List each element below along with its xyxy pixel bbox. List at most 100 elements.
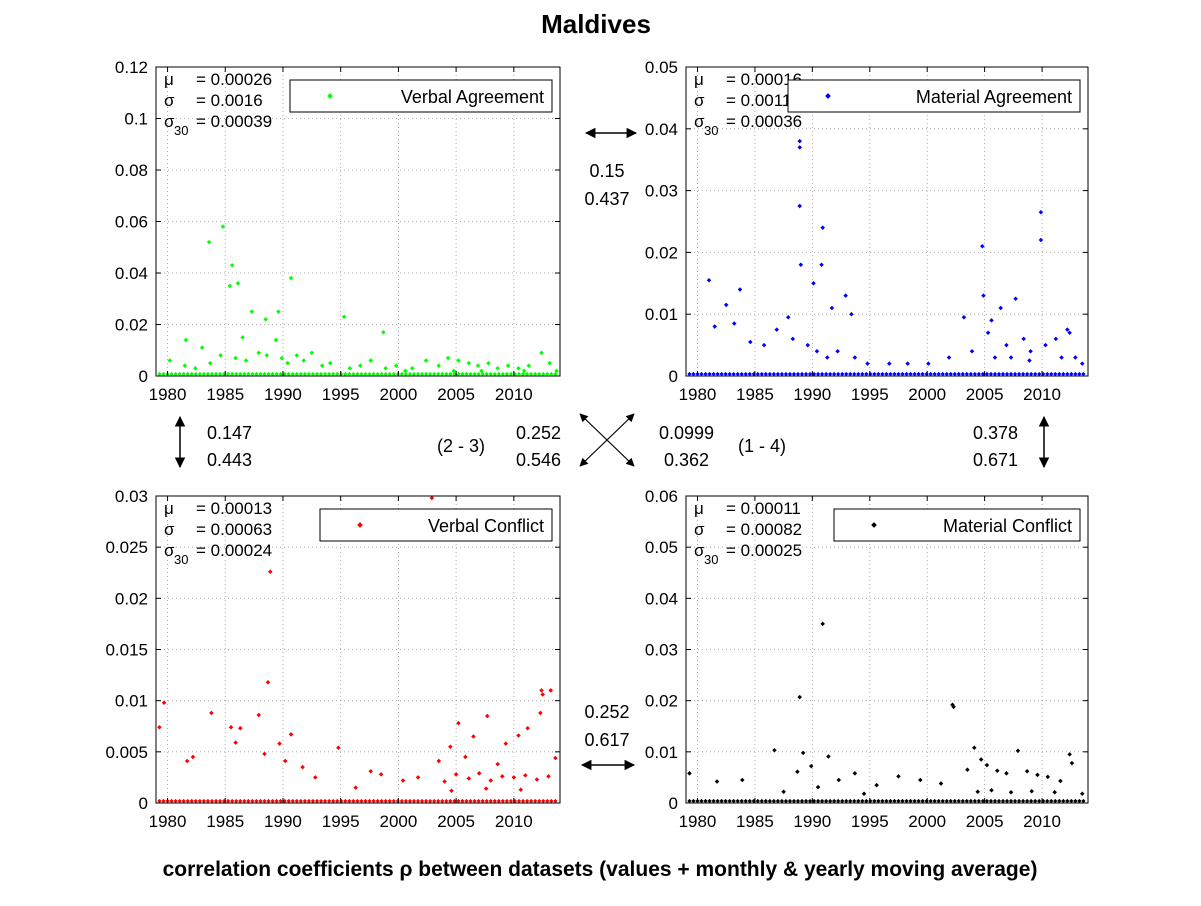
baseline-point: [1061, 798, 1066, 804]
data-point: [819, 262, 824, 268]
baseline-point: [783, 798, 789, 804]
data-point: [1052, 789, 1057, 795]
correlation-bottom: 0.252 0.617: [580, 702, 636, 771]
diagonal-arrow-icon: [579, 413, 635, 467]
baseline-point: [347, 798, 352, 804]
stat-mu-value: = 0.00013: [196, 499, 272, 518]
baseline-point: [270, 798, 275, 804]
data-point: [262, 751, 267, 757]
baseline-point: [747, 371, 752, 377]
data-point: [781, 789, 786, 795]
data-point: [938, 781, 944, 786]
baseline-point: [262, 798, 267, 804]
data-point: [347, 366, 353, 371]
baseline-point: [460, 798, 465, 804]
baseline-point: [952, 798, 957, 804]
baseline-point: [375, 371, 380, 377]
stat-sigma-symbol: σ: [694, 91, 705, 110]
baseline-point: [468, 371, 473, 377]
baseline-point: [828, 798, 833, 804]
baseline-point: [1000, 798, 1006, 804]
x-tick-label: 1990: [793, 385, 831, 404]
baseline-point: [379, 798, 384, 804]
x-tick-label: 2005: [437, 812, 475, 831]
baseline-point: [524, 798, 530, 804]
x-tick-label: 2000: [379, 385, 417, 404]
baseline-point: [541, 371, 546, 377]
stat-sigma30-symbol: σ: [164, 541, 175, 560]
corr-left-value-2: 0.443: [207, 450, 252, 470]
baseline-point: [157, 371, 162, 377]
baseline-point: [904, 371, 909, 377]
baseline-point: [306, 371, 312, 377]
baseline-point: [504, 798, 510, 804]
corr-diag-23-label: (2 - 3): [437, 436, 485, 456]
data-point: [815, 784, 821, 790]
baseline-point: [262, 371, 267, 377]
x-tick-label: 1985: [736, 812, 774, 831]
baseline-point: [687, 798, 692, 804]
panel-material-conflict: 1980 1985 1990 1995 2000 2005 2010 0 0.01 0.02 0.0…: [645, 487, 1089, 831]
baseline-point: [399, 371, 404, 377]
baseline-point: [964, 798, 969, 804]
data-point: [409, 366, 415, 371]
baseline-point: [520, 798, 526, 804]
data-point: [835, 349, 840, 354]
baseline-point: [254, 798, 259, 804]
data-point: [1038, 237, 1044, 243]
baseline-point: [500, 371, 505, 377]
data-point: [466, 776, 472, 781]
baseline-point: [226, 371, 231, 377]
baseline-point: [723, 371, 728, 377]
x-tick-label: 2005: [437, 385, 475, 404]
data-point: [865, 361, 870, 366]
baseline-point: [920, 798, 925, 804]
x-tick-label: 1980: [679, 812, 717, 831]
data-point: [1015, 748, 1021, 754]
baseline-point: [383, 371, 388, 377]
data-point: [264, 353, 270, 358]
data-point: [737, 287, 743, 292]
data-point: [748, 339, 753, 345]
baseline-point: [213, 371, 219, 377]
baseline-point: [480, 371, 485, 377]
data-point: [905, 361, 910, 366]
baseline-point: [460, 371, 465, 377]
data-point: [183, 337, 189, 343]
baseline-point: [173, 371, 178, 377]
data-point: [341, 314, 347, 320]
baseline-point: [403, 798, 409, 804]
data-point: [445, 355, 451, 361]
baseline-point: [375, 798, 380, 804]
baseline-point: [432, 371, 437, 377]
baseline-point: [984, 798, 990, 804]
data-point: [951, 704, 956, 710]
baseline-point: [335, 371, 340, 377]
baseline-point: [541, 798, 546, 804]
baseline-point: [884, 798, 889, 804]
data-point: [256, 712, 261, 718]
x-tick-label: 1985: [206, 812, 244, 831]
data-point: [449, 788, 454, 793]
baseline-point: [537, 798, 542, 804]
x-tick-label: 2010: [495, 385, 533, 404]
data-point: [485, 713, 490, 719]
baseline-point: [181, 371, 186, 377]
baseline-point: [803, 798, 809, 804]
baseline-point: [185, 798, 190, 804]
baseline-point: [314, 371, 320, 377]
x-tick-label: 2000: [908, 385, 946, 404]
baseline-point: [711, 371, 716, 377]
data-point: [800, 750, 806, 756]
baseline-point: [1016, 371, 1022, 377]
baseline-point: [452, 371, 457, 377]
baseline-point: [1004, 371, 1010, 377]
baseline-point: [444, 798, 449, 804]
stat-mu-value: = 0.00011: [726, 499, 801, 518]
baseline-point: [331, 371, 336, 377]
baseline-point: [952, 371, 957, 377]
legend-label: Verbal Agreement: [401, 87, 544, 107]
baseline-point: [928, 371, 933, 377]
